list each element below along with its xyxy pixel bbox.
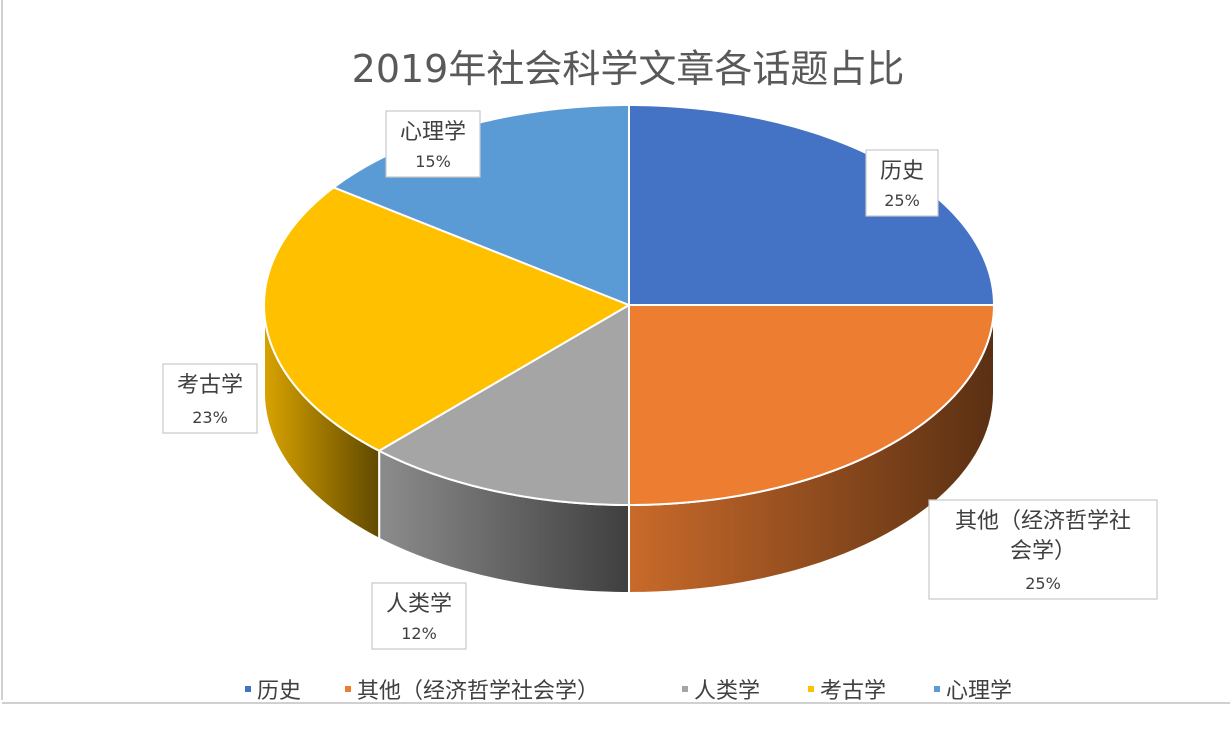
legend-label-2: 人类学 <box>694 679 760 704</box>
data-label-value-0: 25% <box>884 191 920 210</box>
legend-label-4: 心理学 <box>946 679 1012 704</box>
legend-item-3: 考古学 <box>808 679 886 704</box>
chart-title: 2019年社会科学文章各话题占比 <box>352 47 905 91</box>
data-label-1: 其他（经济哲学社会学） 25% <box>928 499 1158 600</box>
legend-item-4: 心理学 <box>934 679 1012 704</box>
legend-label-1: 其他（经济哲学社会学） <box>357 679 599 704</box>
data-label-category-4-0: 心理学 <box>400 120 466 145</box>
data-label-box-2 <box>371 582 467 650</box>
pie-slice-2 <box>378 304 630 506</box>
data-label-0: 历史 25% <box>865 149 939 217</box>
legend-marker-2 <box>682 686 688 692</box>
legend-item-0: 历史 <box>245 679 301 704</box>
data-label-box-4 <box>385 110 481 178</box>
pie-slice-0 <box>628 104 995 306</box>
legend-item-1: 其他（经济哲学社会学） <box>345 679 599 704</box>
pie-slices <box>263 104 995 506</box>
legend-marker-4 <box>934 686 940 692</box>
data-label-category-2-0: 人类学 <box>386 592 452 617</box>
legend-marker-1 <box>345 686 351 692</box>
legend: 历史 其他（经济哲学社会学） 人类学 考古学 心理学 <box>245 679 1012 704</box>
data-label-category-1-1: 会学） <box>1010 539 1076 564</box>
pie-slice-3 <box>263 186 630 452</box>
legend-label-0: 历史 <box>257 679 301 704</box>
data-label-box-1 <box>928 499 1158 600</box>
data-label-category-0-0: 历史 <box>880 159 924 184</box>
data-labels: 历史 25% 其他（经济哲学社会学） 25% 人类学 12% 考古学 23% 心理学 15% <box>162 110 1158 650</box>
legend-item-2: 人类学 <box>682 679 760 704</box>
data-label-category-3-0: 考古学 <box>177 373 243 398</box>
pie-slice-1 <box>628 304 995 506</box>
data-label-box-3 <box>162 363 258 434</box>
data-label-2: 人类学 12% <box>371 582 467 650</box>
data-label-category-1-0: 其他（经济哲学社 <box>955 509 1131 534</box>
data-label-4: 心理学 15% <box>385 110 481 178</box>
data-label-value-4: 15% <box>415 152 451 171</box>
data-label-value-1: 25% <box>1025 574 1061 593</box>
data-label-3: 考古学 23% <box>162 363 258 434</box>
legend-marker-3 <box>808 686 814 692</box>
data-label-box-0 <box>865 149 939 217</box>
legend-marker-0 <box>245 686 251 692</box>
legend-label-3: 考古学 <box>820 679 886 704</box>
data-label-value-3: 23% <box>192 408 228 427</box>
data-label-value-2: 12% <box>401 624 437 643</box>
